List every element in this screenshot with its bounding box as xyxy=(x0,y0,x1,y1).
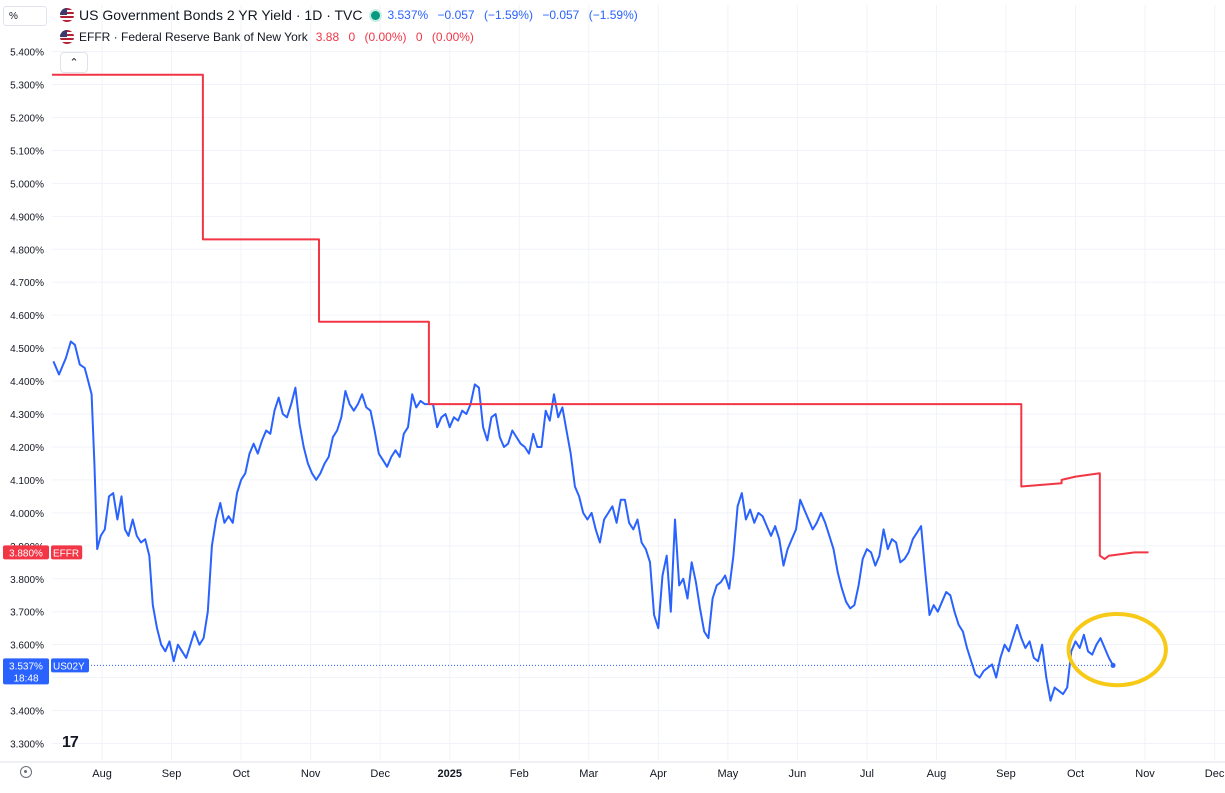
y-tick-label: 4.900% xyxy=(10,212,44,223)
price-labels: 3.880% EFFR 3.537%18:48 US02Y xyxy=(3,545,89,685)
y-tick-label: 4.800% xyxy=(10,245,44,256)
legend-us02y[interactable]: US Government Bonds 2 YR Yield · 1D · TV… xyxy=(60,7,644,23)
last-value-dot xyxy=(1110,662,1116,668)
legend-change: 0 xyxy=(348,30,356,44)
market-open-icon xyxy=(370,10,380,20)
price-unit-selector[interactable]: % xyxy=(3,6,47,26)
legend-last: 3.537% xyxy=(387,8,429,22)
y-tick-label: 3.300% xyxy=(10,740,44,751)
annotation-layer xyxy=(1066,612,1168,688)
x-tick-label: Oct xyxy=(1067,768,1084,780)
legend-change: −0.057 xyxy=(437,8,475,22)
x-tick-label: May xyxy=(717,768,738,780)
price-tag-text: EFFR xyxy=(53,548,79,559)
legend-change2-pct: (0.00%) xyxy=(431,30,474,44)
x-tick-label: Mar xyxy=(579,768,598,780)
series-line-us02y xyxy=(52,340,1114,702)
y-tick-label: 4.700% xyxy=(10,278,44,289)
y-tick-label: 4.400% xyxy=(10,377,44,388)
collapse-legend-button[interactable]: ⌃ xyxy=(60,52,88,73)
legend-change-pct: (0.00%) xyxy=(364,30,407,44)
grid xyxy=(52,5,1225,760)
y-tick-label: 3.700% xyxy=(10,608,44,619)
y-tick-label: 4.000% xyxy=(10,509,44,520)
legend-title: US Government Bonds 2 YR Yield · 1D · TV… xyxy=(79,7,363,23)
us-flag-icon xyxy=(60,30,74,44)
x-tick-label: 2025 xyxy=(437,768,461,780)
x-tick-label: Aug xyxy=(927,768,947,780)
y-tick-label: 5.000% xyxy=(10,179,44,190)
x-tick-label: Sep xyxy=(162,768,182,780)
x-tick-label: Jul xyxy=(860,768,874,780)
legend-change2-pct: (−1.59%) xyxy=(588,8,638,22)
price-label-us02y xyxy=(3,658,49,685)
chevron-up-icon: ⌃ xyxy=(69,57,79,69)
y-tick-label: 4.600% xyxy=(10,311,44,322)
x-tick-label: Aug xyxy=(92,768,112,780)
legend-change2: −0.057 xyxy=(542,8,580,22)
y-tick-label: 3.600% xyxy=(10,641,44,652)
y-tick-label: 5.200% xyxy=(10,113,44,124)
time-axis[interactable]: Aug Sep Oct Nov Dec 2025 Feb Mar Apr May Jun Jul Aug… xyxy=(0,761,1225,780)
y-tick-label: 4.300% xyxy=(10,410,44,421)
x-tick-label: Oct xyxy=(233,768,250,780)
x-tick-label: Dec xyxy=(370,768,390,780)
series-line-effr xyxy=(52,73,1149,560)
y-tick-label: 5.400% xyxy=(10,48,44,59)
y-tick-label: 5.100% xyxy=(10,146,44,157)
price-tag-text: US02Y xyxy=(53,661,85,672)
x-tick-label: Apr xyxy=(650,768,667,780)
series-layer xyxy=(52,73,1149,702)
price-tag-us02y xyxy=(51,658,89,673)
x-tick-label: Sep xyxy=(996,768,1016,780)
x-tick-label: Jun xyxy=(789,768,807,780)
y-tick-label: 3.400% xyxy=(10,707,44,718)
y-tick-label: 3.800% xyxy=(10,575,44,586)
legend-effr[interactable]: EFFR · Federal Reserve Bank of New York … xyxy=(60,30,480,44)
price-axis[interactable]: 5.400% 5.300% 5.200% 5.100% 5.000% 4.900% 4.80… xyxy=(10,48,44,751)
us-flag-icon xyxy=(60,8,74,22)
y-tick-label: 4.500% xyxy=(10,344,44,355)
highlight-ellipse xyxy=(1066,612,1168,688)
x-tick-label: Nov xyxy=(1135,768,1155,780)
legend-last: 3.88 xyxy=(315,30,340,44)
y-tick-label: 5.300% xyxy=(10,81,44,92)
x-tick-label: Feb xyxy=(510,768,529,780)
legend-change-pct: (−1.59%) xyxy=(483,8,533,22)
y-tick-label: 4.200% xyxy=(10,443,44,454)
price-label-effr xyxy=(3,545,49,560)
price-label-value: 3.880% xyxy=(9,548,43,559)
x-tick-label: Nov xyxy=(301,768,321,780)
price-label-value: 3.537% xyxy=(9,661,43,672)
settings-icon[interactable] xyxy=(20,766,32,778)
price-tag-effr xyxy=(51,545,83,560)
x-tick-label: Dec xyxy=(1205,768,1225,780)
y-tick-label: 4.100% xyxy=(10,476,44,487)
tradingview-logo[interactable]: 17 xyxy=(62,734,79,751)
legend-change2: 0 xyxy=(415,30,423,44)
legend-title: EFFR · Federal Reserve Bank of New York xyxy=(79,30,308,44)
price-label-countdown: 18:48 xyxy=(13,673,38,684)
